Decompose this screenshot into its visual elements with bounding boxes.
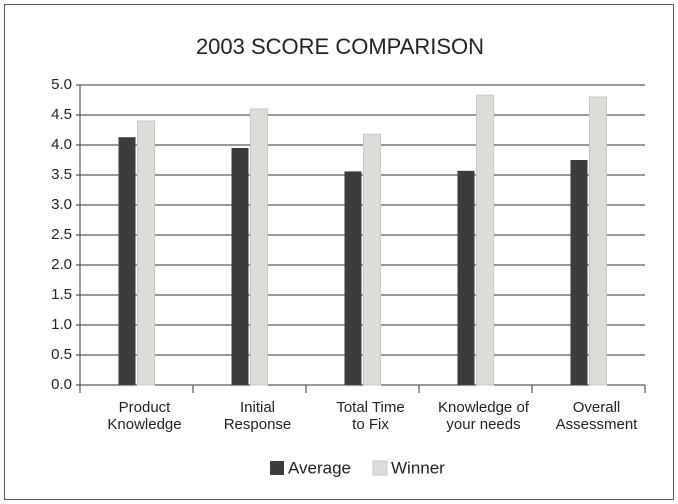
legend-label: Winner bbox=[391, 458, 445, 477]
y-tick-label: 4.0 bbox=[51, 136, 72, 153]
bar bbox=[231, 148, 249, 385]
y-tick-label: 0.0 bbox=[51, 376, 72, 393]
y-tick-label: 2.0 bbox=[51, 256, 72, 273]
y-tick-label: 3.0 bbox=[51, 196, 72, 213]
x-tick-label: Initial Response bbox=[224, 399, 292, 433]
bar bbox=[457, 170, 475, 385]
y-tick-label: 2.5 bbox=[51, 226, 72, 243]
y-tick-label: 0.5 bbox=[51, 346, 72, 363]
y-tick-label: 1.5 bbox=[51, 286, 72, 303]
legend-swatch bbox=[270, 461, 284, 475]
bar bbox=[137, 120, 155, 386]
x-tick-label: Knowledge of your needs bbox=[438, 399, 530, 433]
bar bbox=[570, 160, 588, 385]
x-tick-label: Overall Assessment bbox=[556, 399, 639, 433]
y-tick-label: 3.5 bbox=[51, 166, 72, 183]
bar bbox=[476, 94, 494, 386]
y-tick-label: 5.0 bbox=[51, 76, 72, 93]
bar bbox=[118, 137, 136, 385]
bar bbox=[363, 133, 381, 386]
frame bbox=[4, 4, 674, 500]
legend-label: Average bbox=[288, 458, 351, 477]
x-tick-label: Total Time to Fix bbox=[336, 399, 404, 433]
y-tick-label: 1.0 bbox=[51, 316, 72, 333]
x-tick-label: Product Knowledge bbox=[107, 399, 181, 433]
legend-swatch bbox=[372, 460, 388, 476]
bar bbox=[250, 108, 268, 386]
chart-title: 2003 SCORE COMPARISON bbox=[196, 34, 484, 59]
bar bbox=[344, 171, 362, 385]
bar bbox=[589, 96, 607, 386]
y-tick-label: 4.5 bbox=[51, 106, 72, 123]
